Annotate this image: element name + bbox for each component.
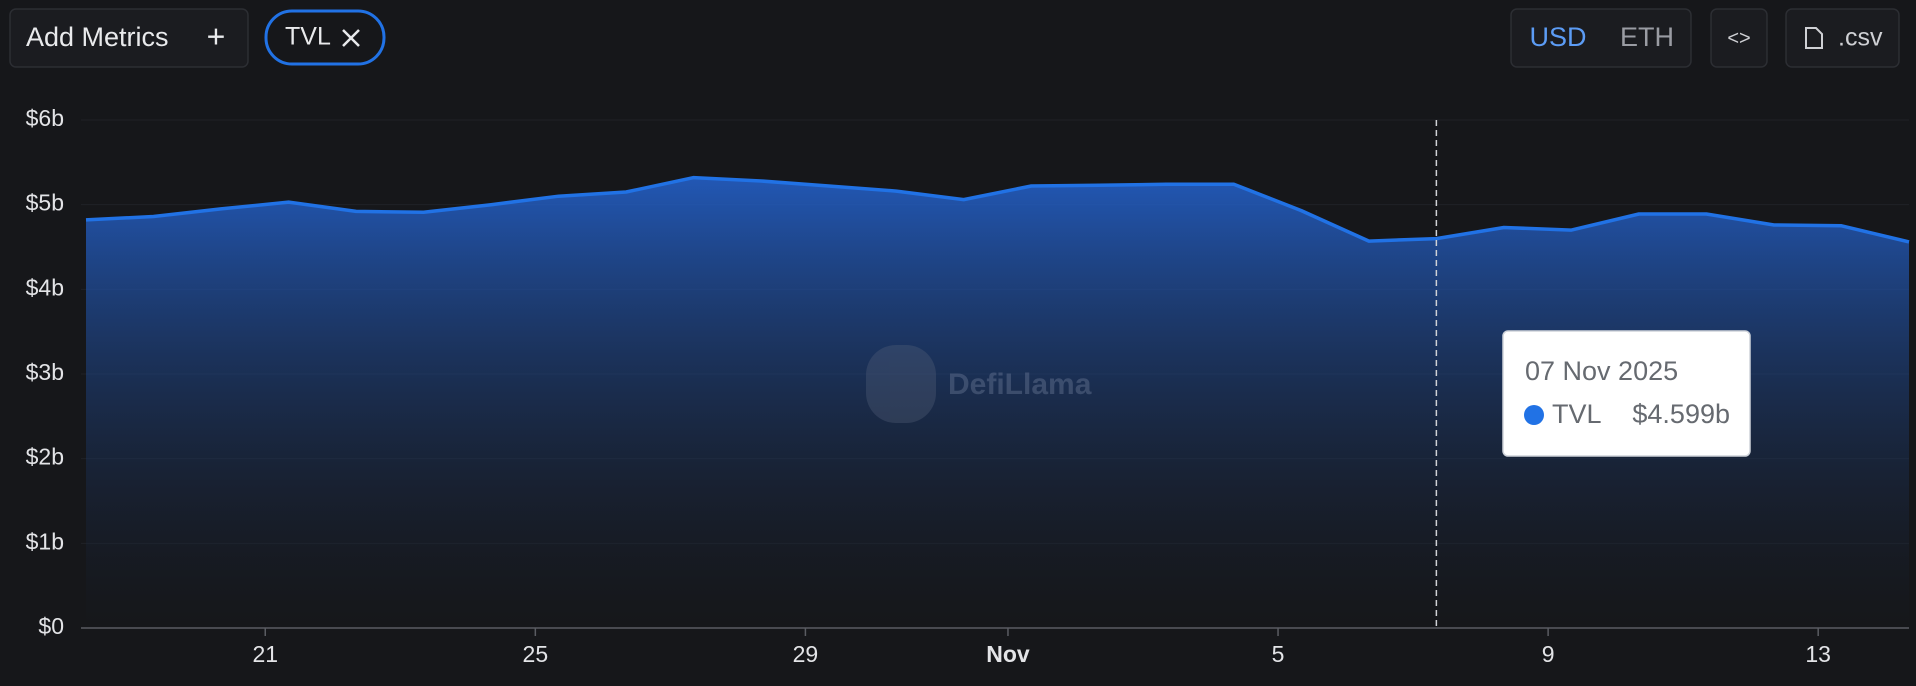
x-tick-label: 5: [1272, 641, 1285, 667]
chip-label: TVL: [285, 23, 331, 51]
button-bg: [9, 8, 249, 68]
plus-icon: +: [207, 18, 226, 54]
chip-close[interactable]: [342, 29, 360, 47]
y-tick-label: $0: [38, 613, 64, 639]
chip-bg: [264, 9, 386, 66]
tooltip-value: $4.599b: [1632, 399, 1730, 429]
currency-toggle: USD ETH: [1510, 8, 1692, 68]
tooltip-series: TVL: [1552, 399, 1602, 429]
y-tick-label: $4b: [26, 274, 64, 300]
file-icon: [1805, 27, 1823, 49]
y-tick-label: $2b: [26, 444, 64, 470]
plot: $0 $1b $2b $3b $4b $5b $6b 21 25 29 Nov 5 9 13: [26, 105, 1910, 667]
button-label: Add Metrics: [26, 22, 169, 52]
tooltip-marker: [1524, 405, 1544, 425]
toolbar: Add Metrics + TVL USD ETH <> .csv: [9, 8, 1900, 68]
x-tick-label: 29: [793, 641, 819, 667]
y-tick-label: $5b: [26, 190, 64, 216]
usd-option[interactable]: USD: [1529, 22, 1586, 52]
y-tick-label: $6b: [26, 105, 64, 131]
add-metrics-button[interactable]: Add Metrics +: [9, 8, 249, 68]
tooltip-date: 07 Nov 2025: [1525, 356, 1678, 386]
embed-button[interactable]: <>: [1710, 8, 1768, 68]
toggle-bg: [1510, 8, 1692, 68]
watermark: DefiLlama: [866, 345, 1092, 423]
x-tick-label: 21: [252, 641, 278, 667]
tooltip-box: [1502, 330, 1751, 457]
x-tick-label: Nov: [986, 641, 1030, 667]
watermark-logo: [866, 345, 936, 423]
csv-button[interactable]: .csv: [1785, 8, 1900, 68]
y-tick-label: $3b: [26, 359, 64, 385]
y-tick-label: $1b: [26, 528, 64, 554]
x-tick-label: 25: [523, 641, 549, 667]
tooltip: 07 Nov 2025 TVL $4.599b: [1502, 330, 1751, 457]
x-tick-label: 9: [1542, 641, 1555, 667]
csv-label: .csv: [1838, 24, 1883, 52]
watermark-text: DefiLlama: [948, 368, 1092, 401]
button-bg: [1785, 8, 1900, 68]
x-tick-label: 13: [1805, 641, 1831, 667]
button-bg: [1710, 8, 1768, 68]
embed-icon: <>: [1727, 27, 1750, 49]
area: [86, 177, 1909, 628]
eth-option[interactable]: ETH: [1620, 22, 1674, 52]
metric-chip[interactable]: TVL: [264, 9, 386, 66]
line: [85, 175, 1910, 244]
